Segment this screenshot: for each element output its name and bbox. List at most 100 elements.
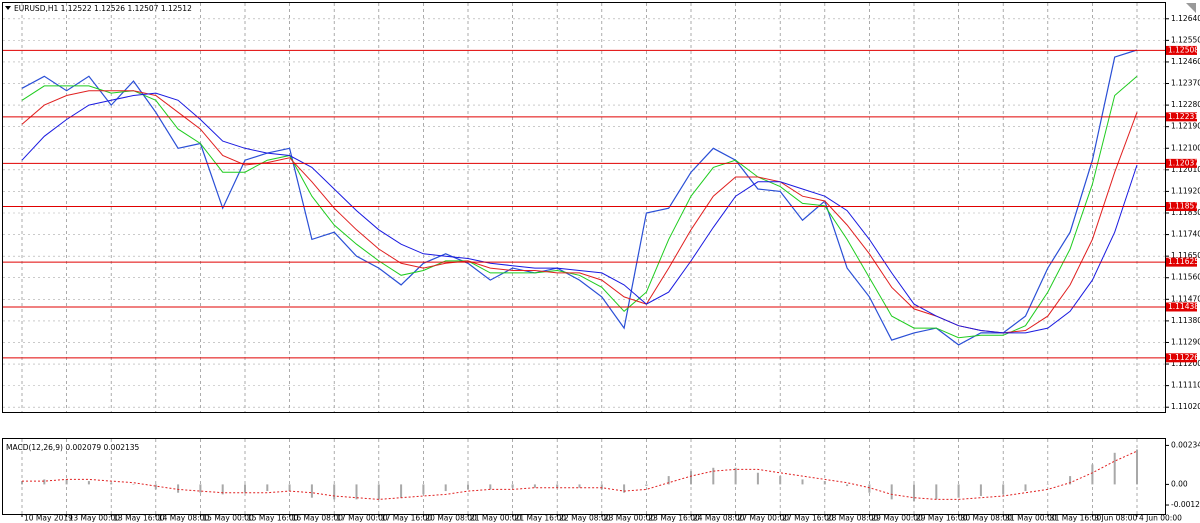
y-tick-label: 1.11200: [1171, 359, 1200, 368]
y-tick-label: 1.11020: [1171, 402, 1200, 411]
y-tick-label: 1.12550: [1171, 35, 1200, 44]
y-tick-label: 1.11830: [1171, 208, 1200, 217]
y-tick-label: 1.12010: [1171, 165, 1200, 174]
macd-bar: [1069, 476, 1072, 485]
macd-bar: [712, 467, 715, 485]
macd-bar: [489, 484, 492, 490]
macd-bar: [266, 484, 269, 492]
y-tick-label: 1.11110: [1171, 381, 1200, 390]
y-tick-label: 1.12640: [1171, 14, 1200, 23]
macd-bar: [690, 471, 692, 485]
macd-bar: [890, 484, 893, 500]
macd-bar: [979, 484, 982, 497]
macd-bar: [511, 484, 514, 488]
macd-bar: [355, 484, 358, 500]
chart-title: EURUSD,H1 1.12522 1.12526 1.12507 1.1251…: [14, 4, 192, 13]
y-tick-label: 1.12280: [1171, 100, 1200, 109]
macd-bar: [913, 484, 915, 502]
menu-icon[interactable]: [5, 6, 11, 10]
macd-bar: [1046, 484, 1049, 485]
x-tick-label: 22 May 08:00: [559, 514, 611, 523]
macd-bar: [288, 484, 291, 492]
x-tick-label: 15 May 00:00: [202, 514, 254, 523]
macd-bar: [43, 479, 46, 485]
level-label-box: [1166, 302, 1197, 312]
macd-bar: [756, 472, 759, 485]
x-tick-label: 21 May 16:00: [515, 514, 567, 523]
macd-pane-frame: [2, 438, 1166, 515]
x-tick-label: 28 May 08:00: [827, 514, 879, 523]
series-line: [21, 92, 1138, 334]
macd-bar: [87, 481, 90, 485]
macd-bar: [333, 484, 336, 500]
macd-bar: [244, 484, 246, 493]
macd-bar: [21, 481, 23, 485]
y-tick-label: 1.11290: [1171, 337, 1200, 346]
series-line: [21, 49, 1138, 346]
x-tick-label: 29 May 00:00: [871, 514, 923, 523]
y-tick-label: 0.00: [1171, 479, 1188, 488]
x-tick-label: 30 May 08:00: [961, 514, 1013, 523]
y-tick-label: 0.002344: [1171, 440, 1200, 449]
macd-bar: [600, 484, 603, 490]
level-label-box: [1166, 353, 1197, 363]
price-pane-frame: [2, 2, 1166, 413]
y-tick-label: 1.12460: [1171, 57, 1200, 66]
x-tick-label: 3 Jun 08:00: [1094, 514, 1137, 523]
y-tick-label: 1.12100: [1171, 143, 1200, 152]
x-tick-label: 14 May 08:00: [158, 514, 210, 523]
x-tick-label: 13 May 00:00: [69, 514, 121, 523]
macd-bar: [444, 484, 447, 492]
x-tick-label: 23 May 16:00: [648, 514, 700, 523]
level-label: 1.11438: [1168, 302, 1199, 311]
x-tick-label: 10 May 2019: [24, 514, 73, 523]
level-label: 1.11625: [1168, 257, 1199, 266]
macd-bar: [846, 484, 849, 487]
x-tick-label: 29 May 16:00: [916, 514, 968, 523]
macd-bar: [1136, 449, 1138, 485]
x-tick-label: 27 May 16:00: [782, 514, 834, 523]
level-label-box: [1166, 202, 1197, 212]
macd-title: MACD(12,26,9) 0.002079 0.002135: [6, 443, 140, 452]
macd-bar: [177, 484, 180, 493]
y-tick-label: 1.11650: [1171, 251, 1200, 260]
macd-bar: [868, 484, 871, 493]
x-tick-label: 24 May 08:00: [693, 514, 745, 523]
macd-bar: [1002, 484, 1005, 495]
macd-bar: [556, 484, 559, 488]
x-tick-label: 15 May 16:00: [247, 514, 299, 523]
x-tick-label: 17 May 00:00: [336, 514, 388, 523]
macd-bar: [779, 476, 782, 485]
level-label: 1.11226: [1168, 353, 1199, 362]
macd-bar: [667, 476, 670, 485]
y-tick-label: 1.12370: [1171, 79, 1200, 88]
y-tick-label: -0.00124: [1171, 500, 1200, 509]
level-label-box: [1166, 45, 1197, 55]
level-label-box: [1166, 158, 1197, 168]
y-tick-label: 1.11380: [1171, 316, 1200, 325]
macd-bar: [734, 467, 737, 485]
level-label: 1.12508: [1168, 45, 1199, 54]
macd-bar: [132, 484, 135, 485]
x-tick-label: 21 May 00:00: [470, 514, 522, 523]
x-tick-label: 27 May 00:00: [738, 514, 790, 523]
macd-bar: [310, 484, 313, 498]
macd-bar: [957, 484, 960, 498]
macd-bar: [199, 484, 202, 493]
macd-bar: [65, 479, 68, 485]
x-tick-label: 17 May 16:00: [381, 514, 433, 523]
macd-bar: [533, 484, 536, 488]
macd-bar: [1024, 484, 1027, 492]
corner-icon: [1186, 3, 1196, 13]
macd-bar: [221, 484, 224, 495]
x-tick-label: 4 Jun 00:00: [1139, 514, 1182, 523]
signal-line: [22, 450, 1138, 500]
macd-bar: [823, 481, 826, 485]
macd-bar: [801, 479, 804, 485]
macd-bar: [467, 484, 469, 490]
x-tick-label: 20 May 08:00: [425, 514, 477, 523]
y-tick-label: 1.11560: [1171, 273, 1200, 282]
y-tick-label: 1.12190: [1171, 122, 1200, 131]
x-tick-label: 31 May 00:00: [1005, 514, 1057, 523]
